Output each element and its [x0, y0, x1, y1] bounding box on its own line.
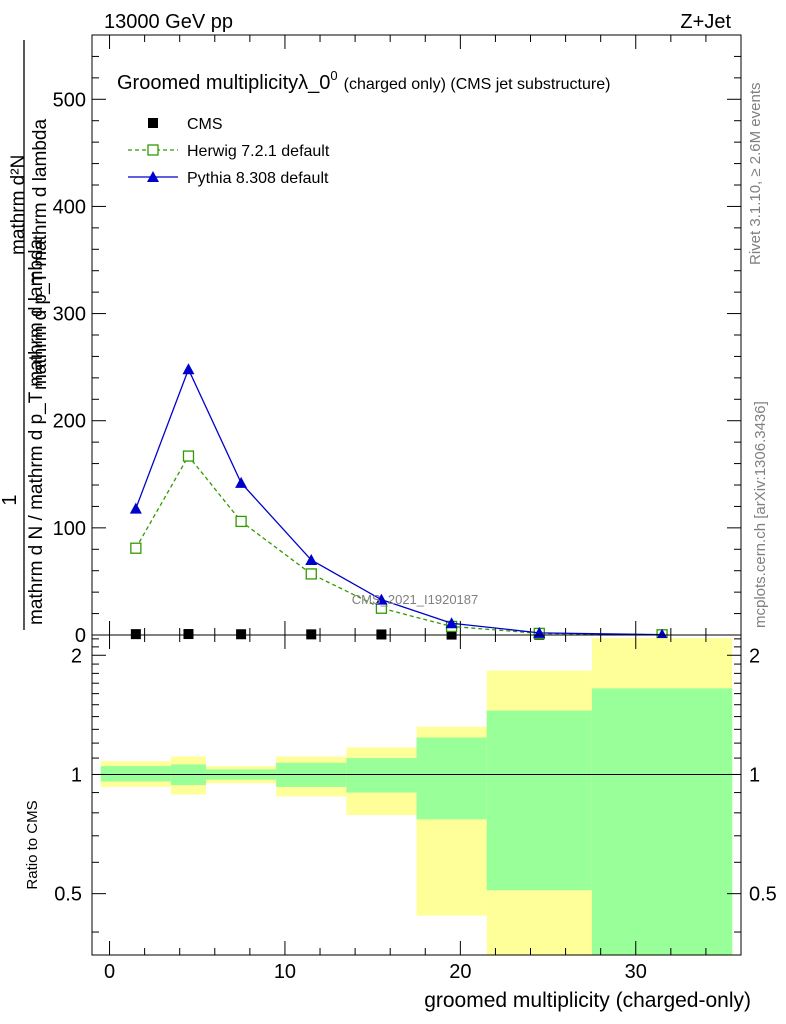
legend-label-herwig: Herwig 7.2.1 default: [187, 143, 330, 160]
ylabel-top: mathrm d²N: [8, 155, 29, 255]
ratio-ytick-label-right: 0.5: [749, 884, 777, 906]
data-point-s0-1: [183, 629, 194, 640]
series-line-1: [135, 454, 663, 636]
ratio-ytick-label: 1: [71, 764, 82, 786]
ratio-ytick-label-right: 2: [749, 645, 760, 667]
main-plot: 0 100 200 300 400 500 CMS_2021_I1920187 Groom…: [0, 34, 742, 647]
ratio-plot: 0.5 0.51 12 20 10 20 30 Ratio to CMS groomed m…: [24, 634, 777, 1012]
series-line-2: [135, 367, 663, 636]
data-point-s0-0: [130, 629, 141, 640]
data-point-s0-3: [306, 629, 317, 640]
mcplots-label: mcplots.cern.ch [arXiv:1306.3436]: [752, 401, 769, 628]
ylabel-bottom: mathrm d p_T mathrm d lambda: [30, 119, 51, 390]
ratio-band-inner-4: [346, 758, 417, 793]
plot-title-main: Groomed multiplicityλ_0: [117, 72, 330, 94]
ylabel-numerator: 1: [0, 494, 21, 505]
ratio-band-inner-7: [591, 688, 733, 955]
xtick-label: 0: [104, 961, 115, 983]
legend-marker-herwig: [147, 144, 159, 156]
data-point-s0-4: [376, 629, 387, 640]
ratio-band-inner-6: [486, 710, 592, 891]
xtick-label: 30: [625, 961, 647, 983]
plot-title-suffix: (charged only) (CMS jet substructure): [344, 76, 611, 93]
ratio-ytick-label: 0.5: [54, 884, 82, 906]
main-ytick-label: 400: [53, 196, 86, 218]
main-ylabel: 1 mathrm d N / mathrm d p_T mathrm d lam…: [0, 40, 51, 630]
main-ytick-label: 0: [75, 625, 86, 647]
main-ytick-label: 200: [53, 411, 86, 433]
ratio-ytick-label: 2: [71, 645, 82, 667]
main-ytick-label: 500: [53, 89, 86, 111]
ratio-ytick-label-right: 1: [749, 764, 760, 786]
ratio-axes: 0.5 0.51 12 20 10 20 30: [54, 635, 777, 983]
ratio-band-inner-0: [100, 766, 171, 782]
plot-title-sup: 0: [330, 68, 337, 83]
data-point-s2-3: [305, 554, 318, 565]
plot-title: Groomed multiplicityλ_00 (charged only) (…: [117, 68, 610, 94]
data-point-s2-1: [182, 363, 195, 375]
main-axes: 0 100 200 300 400 500: [53, 34, 741, 647]
rivet-label: Rivet 3.1.10, ≥ 2.6M events: [747, 83, 764, 266]
data-point-s2-2: [235, 476, 248, 488]
header-energy-label: 13000 GeV pp: [104, 11, 233, 33]
header-process-label: Z+Jet: [680, 11, 731, 33]
data-point-s1-1: [182, 450, 195, 462]
ylabel-denominator: mathrm d N / mathrm d p_T mathrm d lambd…: [26, 238, 47, 625]
xtick-label: 20: [449, 961, 471, 983]
data-point-s2-0: [129, 502, 142, 514]
legend-marker-pythia: [147, 171, 159, 182]
data-point-s0-2: [236, 629, 247, 640]
main-ytick-label: 100: [53, 518, 86, 540]
ratio-band-inner-5: [416, 737, 487, 820]
data-point-s1-3: [305, 568, 317, 580]
ratio-ylabel: Ratio to CMS: [24, 800, 41, 889]
legend-label-pythia: Pythia 8.308 default: [187, 170, 329, 187]
data-point-s2-7: [656, 628, 669, 640]
data-point-s1-2: [235, 515, 247, 528]
ratio-bands: [100, 638, 733, 955]
data-point-s2-4: [375, 593, 388, 605]
main-ytick-label: 300: [53, 304, 86, 326]
watermark: CMS_2021_I1920187: [352, 592, 479, 607]
legend-marker-cms: [148, 118, 158, 128]
legend-label-cms: CMS: [187, 116, 223, 133]
x-axis-label: groomed multiplicity (charged-only): [424, 989, 751, 1012]
legend: CMS Herwig 7.2.1 default Pythia 8.308 de…: [128, 116, 330, 187]
xtick-label: 10: [274, 961, 296, 983]
data-point-s2-5: [445, 617, 458, 629]
data-point-s1-0: [130, 542, 142, 554]
ratio-frame: [91, 634, 742, 956]
